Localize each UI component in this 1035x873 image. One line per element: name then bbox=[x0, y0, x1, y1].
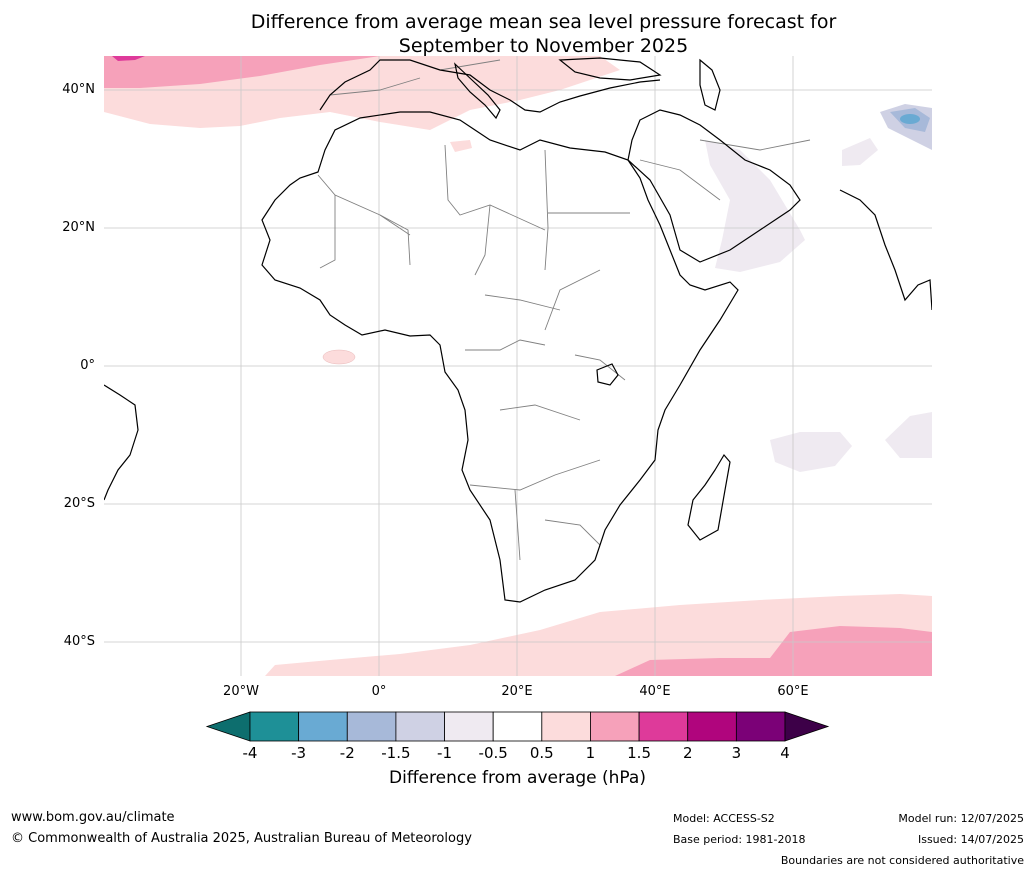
europe-coastline bbox=[319, 59, 661, 113]
anomaly-indian-ocean-2 bbox=[885, 412, 932, 458]
colorbar-tick-label: -0.5 bbox=[478, 744, 508, 762]
lat-label-0: 0° bbox=[80, 358, 95, 373]
colorbar-segment bbox=[492, 711, 543, 742]
colorbar-tick-label: -1.5 bbox=[381, 744, 411, 762]
colorbar-tick-label: -2 bbox=[339, 744, 355, 762]
colorbar-segment bbox=[638, 711, 689, 742]
colorbar-tick-label: 1.5 bbox=[627, 744, 651, 762]
india-coastline bbox=[839, 189, 932, 311]
country-boundaries bbox=[317, 59, 811, 561]
lon-label-20e: 20°E bbox=[501, 684, 533, 699]
africa-coastline bbox=[261, 111, 739, 603]
italy-coastline bbox=[454, 62, 501, 120]
colorbar-tick-label: 2 bbox=[682, 744, 693, 762]
lat-label-20n: 20°N bbox=[62, 220, 95, 235]
colorbar-tick-label: 4 bbox=[780, 744, 790, 762]
lon-label-0: 0° bbox=[371, 684, 387, 699]
colorbar-segment bbox=[444, 711, 494, 742]
anomaly-arabia-light bbox=[705, 140, 805, 272]
arabia-coastline bbox=[627, 109, 801, 263]
anomaly-gulf-guinea bbox=[322, 349, 356, 365]
colorbar-tick-label: -4 bbox=[242, 744, 258, 762]
footer-issued: Issued: 14/07/2025 bbox=[917, 833, 1024, 846]
lon-label-60e: 60°E bbox=[777, 684, 809, 699]
title-line-2: September to November 2025 bbox=[398, 35, 689, 57]
footer-base-period: Base period: 1981-2018 bbox=[673, 833, 806, 846]
lat-label-40n: 40°N bbox=[62, 82, 95, 97]
colorbar-segment bbox=[590, 711, 640, 742]
colorbar-segment bbox=[298, 711, 348, 742]
colorbar-segment bbox=[346, 711, 397, 742]
lon-label-20w: 20°W bbox=[223, 684, 259, 699]
colorbar-segment bbox=[735, 711, 786, 742]
map-title: Difference from average mean sea level p… bbox=[0, 10, 1035, 58]
colorbar-extend-high bbox=[784, 711, 830, 742]
lake-victoria bbox=[596, 363, 619, 386]
madagascar-coastline bbox=[687, 453, 731, 541]
colorbar bbox=[205, 711, 830, 742]
anomaly-mediterranean bbox=[450, 140, 472, 152]
footer-model: Model: ACCESS-S2 bbox=[673, 812, 775, 825]
anomaly-south-pink-band bbox=[265, 594, 932, 676]
lat-label-20s: 20°S bbox=[63, 496, 95, 511]
south-america-coastline bbox=[104, 384, 139, 501]
caspian-coastline bbox=[699, 58, 721, 111]
anomaly-indian-ocean-1 bbox=[770, 432, 852, 472]
anomaly-north-rose bbox=[104, 56, 380, 88]
colorbar-tick-label: 1 bbox=[585, 744, 596, 762]
anomaly-iran-light bbox=[842, 138, 878, 166]
colorbar-segment bbox=[687, 711, 737, 742]
colorbar-label: Difference from average (hPa) bbox=[389, 768, 646, 788]
colorbar-tick-label: 0.5 bbox=[529, 744, 554, 762]
coastlines bbox=[104, 57, 932, 603]
colorbar-tick-label: -1 bbox=[437, 744, 453, 762]
title-line-1: Difference from average mean sea level p… bbox=[250, 11, 837, 33]
colorbar-segment bbox=[249, 711, 300, 742]
graticule bbox=[104, 56, 932, 676]
colorbar-tick-label: 3 bbox=[731, 744, 742, 762]
colorbar-segment bbox=[395, 711, 445, 742]
colorbar-tick-label: -3 bbox=[291, 744, 307, 762]
footer-model-run: Model run: 12/07/2025 bbox=[898, 812, 1024, 825]
black-sea-coastline bbox=[558, 57, 662, 81]
lat-label-40s: 40°S bbox=[63, 634, 95, 649]
anomaly-himalaya-core bbox=[900, 114, 920, 124]
footer-url: www.bom.gov.au/climate bbox=[11, 810, 175, 825]
colorbar-extend-low bbox=[205, 711, 251, 742]
anomaly-north-magenta bbox=[112, 56, 145, 61]
footer-copyright: © Commonwealth of Australia 2025, Austra… bbox=[11, 831, 472, 846]
colorbar-segment bbox=[541, 711, 591, 742]
anomaly-south-rose bbox=[615, 626, 932, 676]
map-frame bbox=[104, 56, 932, 676]
lon-label-40e: 40°E bbox=[639, 684, 671, 699]
footer-boundaries: Boundaries are not considered authoritat… bbox=[780, 854, 1024, 867]
